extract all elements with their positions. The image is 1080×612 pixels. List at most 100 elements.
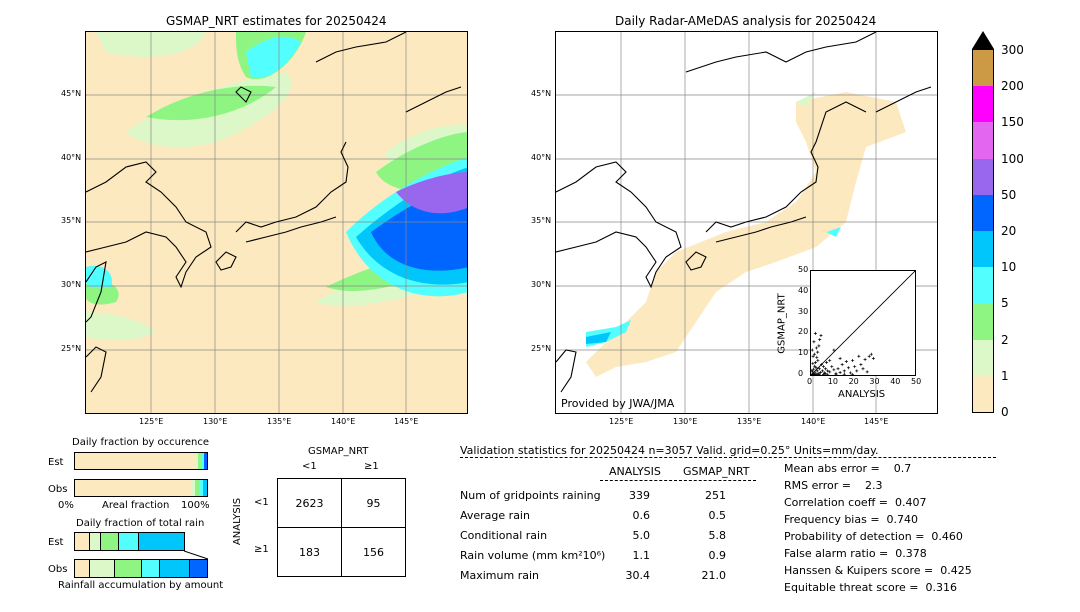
scatter-ytick: 40	[798, 285, 809, 295]
validation-cell-a: 30.4	[625, 569, 651, 582]
colorbar-extend-arrow	[972, 31, 994, 49]
scatter-ytick: 0	[798, 369, 804, 378]
colorbar-label: 100	[1001, 151, 1024, 166]
scatter-point	[815, 355, 819, 359]
scatter-point	[828, 370, 832, 374]
scatter-xtick: 0	[807, 377, 813, 386]
scatter-point	[832, 348, 836, 352]
occ-obs-bar	[74, 479, 208, 497]
left-lon-tick-130: 130°E	[203, 417, 228, 426]
scatter-point	[842, 369, 846, 373]
scatter-xtick: 30	[869, 377, 880, 386]
validation-col-analysis: ANALYSIS	[609, 465, 661, 478]
validation-score: False alarm ratio = 0.378	[784, 547, 927, 560]
contingency-col-ge: ≥1	[364, 461, 379, 472]
validation-score: Correlation coeff = 0.407	[784, 496, 927, 509]
scatter-point	[838, 356, 842, 360]
scatter-point	[815, 369, 819, 373]
validation-cell-a: 5.0	[632, 529, 651, 542]
scatter-point	[832, 368, 836, 372]
scatter-point	[811, 367, 815, 371]
scatter-point	[820, 369, 824, 373]
occurrence-title: Daily fraction by occurence	[72, 437, 210, 448]
colorbar-label: 2	[1001, 332, 1009, 347]
left-lat-tick-40: 40°N	[61, 153, 82, 162]
scatter-point	[811, 354, 815, 358]
scatter-point	[817, 344, 821, 348]
scatter-point	[851, 358, 855, 362]
validation-cell-label: Rain volume (mm km²10⁶)	[460, 549, 606, 562]
scatter-point	[836, 367, 840, 371]
scatter-point	[851, 373, 855, 377]
scatter-point	[814, 366, 818, 370]
scatter-point	[819, 363, 823, 367]
axis-areal-fraction: Areal fraction	[102, 500, 170, 511]
right-map-svg	[556, 32, 937, 413]
occ-est-label: Est	[48, 457, 64, 468]
scatter-point	[824, 367, 828, 371]
validation-score: Mean abs error = 0.7	[784, 462, 912, 475]
occ-obs-label: Obs	[48, 484, 68, 495]
rainfall-accum-label: Rainfall accumulation by amount	[58, 580, 224, 591]
validation-score: Frequency bias = 0.740	[784, 513, 919, 526]
colorbar-segment	[973, 303, 993, 340]
axis-0pct: 0%	[58, 500, 74, 511]
contingency-row-lt: <1	[254, 497, 269, 508]
validation-cell-g: 5.8	[708, 529, 727, 542]
tot-est-bar	[74, 532, 185, 551]
left-lon-tick-135: 135°E	[267, 417, 292, 426]
right-lon-tick-140: 140°E	[801, 417, 826, 426]
scatter-point	[869, 352, 873, 356]
scatter-ytick: 20	[798, 327, 809, 337]
contingency-table: 2623 95 183 156	[277, 478, 406, 577]
colorbar-label: 0	[1001, 405, 1009, 419]
scatter-xlabel: ANALYSIS	[838, 389, 886, 400]
validation-score: Probability of detection = 0.460	[784, 530, 963, 543]
scatter-point	[867, 354, 871, 358]
scatter-diagonal	[810, 270, 916, 376]
scatter-point	[818, 338, 822, 342]
scatter-xtick: 40	[890, 377, 901, 386]
scatter-ytick: 10	[798, 348, 809, 358]
scatter-point	[844, 359, 848, 363]
scatter-point	[814, 361, 818, 365]
validation-score: Equitable threat score = 0.316	[784, 581, 957, 594]
scatter-point	[859, 363, 863, 367]
scatter-point	[863, 357, 867, 361]
validation-cell-label: Average rain	[460, 509, 530, 522]
right-map: Provided by JWA/JMA	[555, 31, 938, 414]
scatter-point	[855, 369, 859, 373]
validation-cell-g: 0.5	[708, 509, 727, 522]
left-lon-tick-125: 125°E	[139, 417, 164, 426]
scatter-point	[824, 372, 828, 376]
left-map-svg	[86, 32, 467, 413]
contingency-row-ge: ≥1	[254, 544, 269, 555]
occ-est-bar	[74, 452, 208, 470]
contingency-title: GSMAP_NRT	[308, 446, 369, 457]
contingency-cell-a: 2623	[277, 478, 342, 528]
tot-est-label: Est	[48, 537, 64, 548]
right-lat-tick-35: 35°N	[531, 216, 552, 225]
colorbar-segment	[973, 339, 993, 376]
right-lon-tick-125: 125°E	[609, 417, 634, 426]
colorbar-segment	[973, 50, 993, 87]
contingency-cell-c: 183	[277, 527, 342, 577]
validation-cell-a: 0.6	[632, 509, 651, 522]
scatter-point	[819, 333, 823, 337]
colorbar-segment	[973, 267, 993, 304]
left-lat-tick-30: 30°N	[61, 280, 82, 289]
colorbar-label: 5	[1001, 296, 1009, 311]
validation-cell-a: 339	[629, 489, 650, 502]
contingency-col-lt: <1	[302, 461, 317, 472]
validation-cell-label: Conditional rain	[460, 529, 548, 542]
colorbar-label: 200	[1001, 79, 1024, 94]
validation-score: RMS error = 2.3	[784, 479, 883, 492]
scatter-point	[842, 372, 846, 376]
scatter-point	[861, 367, 865, 371]
scatter-point	[812, 340, 816, 344]
scatter-point	[814, 346, 818, 350]
validation-dash-line	[460, 457, 996, 458]
scatter-point	[811, 362, 815, 366]
scatter-point	[871, 356, 875, 360]
scatter-point	[816, 350, 820, 354]
